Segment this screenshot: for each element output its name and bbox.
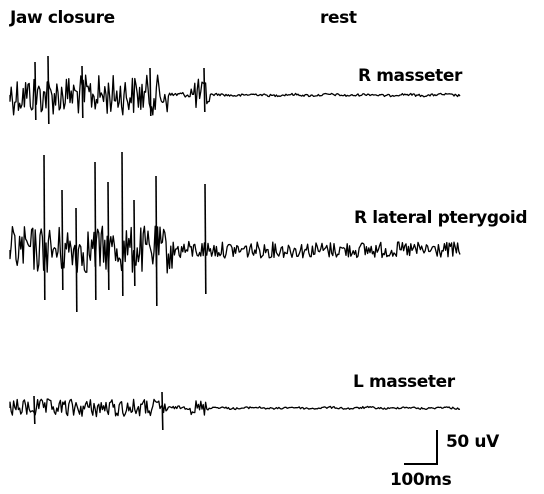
emg-spike [34,61,37,121]
emg-spike [81,65,84,119]
emg-spike [155,175,158,307]
emg-spike [47,55,50,125]
emg-spike [107,181,110,291]
emg-spike [133,199,136,287]
emg-spike [121,151,124,297]
r-masseter-trace [9,74,461,116]
emg-spike [75,207,78,313]
series-label-l-masseter: L masseter [353,372,455,392]
r-lateral-pterygoid-trace [9,225,461,274]
emg-spike [204,183,207,295]
series-label-r-lateral-pterygoid: R lateral pterygoid [354,208,528,228]
emg-spike [94,161,97,301]
emg-spike [43,154,46,301]
scale-time-label: 100ms [390,470,452,490]
emg-spike [61,189,64,291]
scale-amplitude-label: 50 uV [446,432,499,452]
rest-label: rest [320,8,357,28]
spike-group [33,55,207,431]
series-label-r-masseter: R masseter [358,66,463,86]
jaw-closure-label: Jaw closure [10,8,115,28]
emg-spike [161,391,164,431]
emg-spike [203,67,206,113]
scale-bar [404,430,438,465]
l-masseter-trace [9,398,461,418]
emg-spike [149,67,152,117]
emg-spike [33,395,36,425]
